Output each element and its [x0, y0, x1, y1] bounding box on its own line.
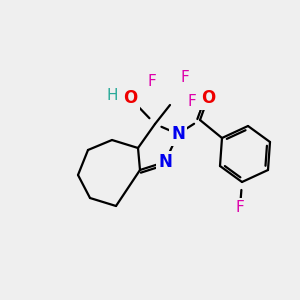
Text: O: O — [201, 89, 215, 107]
Text: O: O — [123, 89, 137, 107]
Text: F: F — [148, 74, 156, 89]
Text: N: N — [158, 153, 172, 171]
Text: F: F — [188, 94, 196, 110]
Text: H: H — [106, 88, 118, 103]
Text: N: N — [171, 125, 185, 143]
Text: F: F — [236, 200, 244, 215]
Text: F: F — [181, 70, 189, 86]
